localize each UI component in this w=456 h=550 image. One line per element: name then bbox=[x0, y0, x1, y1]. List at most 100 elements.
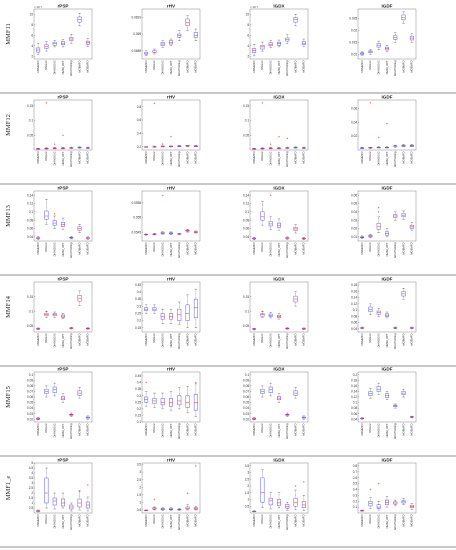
y-tick-label: 0.1 bbox=[353, 308, 358, 312]
category-label: OMNI_OPT bbox=[169, 423, 173, 437]
category-label: MO-PSOring bbox=[69, 242, 73, 258]
box bbox=[44, 44, 49, 49]
plot-frame bbox=[249, 462, 309, 514]
category-label: NSMMFO bbox=[144, 61, 148, 73]
y-tick-label: 0.03 bbox=[351, 218, 357, 222]
outlier-point bbox=[53, 213, 56, 215]
category-label: DN-NSGA2 bbox=[53, 151, 57, 165]
category-label: NSGA2 bbox=[152, 242, 156, 252]
box bbox=[260, 477, 265, 503]
panel-title: rPSP bbox=[58, 95, 69, 100]
category-label: MO-PSOring bbox=[177, 242, 181, 258]
y-tick-label: 0.04 bbox=[243, 406, 249, 410]
category-label: MOBMFO bbox=[401, 515, 405, 527]
box bbox=[193, 298, 198, 318]
y-tick-label: 2.5 bbox=[245, 477, 250, 481]
row-label: MMF1_e bbox=[5, 476, 12, 501]
y-tick-label: 3.5 bbox=[137, 463, 142, 467]
y-tick-label: 0.35 bbox=[135, 387, 141, 391]
category-label: MOBMFO bbox=[77, 334, 81, 346]
y-tick-label: 0.05 bbox=[351, 202, 357, 206]
outlier-point bbox=[145, 381, 148, 384]
category-label: OMNI_OPT bbox=[277, 514, 281, 528]
y-tick-label: 0.02 bbox=[243, 417, 249, 421]
panel-mmf13-rhv: rHV 0.0545 0.055 0.0555 NSMMFO NSGA2 DN-NSGA2 O… bbox=[131, 186, 201, 258]
box bbox=[185, 395, 190, 408]
panel-title: rHV bbox=[167, 277, 176, 282]
y-tick-label: 0.4 bbox=[137, 290, 142, 294]
category-label: NSMMFO bbox=[36, 243, 40, 255]
category-label: MO-PSOring bbox=[285, 242, 289, 258]
category-label: NSMMFO bbox=[252, 334, 256, 346]
row-label: MMF15 bbox=[5, 386, 12, 408]
y-tick-label: 0.04 bbox=[351, 327, 357, 331]
y-tick-label: 3 bbox=[31, 481, 33, 485]
category-label: NSGA2 bbox=[152, 60, 156, 70]
category-label: MOBMFO bbox=[77, 515, 81, 527]
panel-mmf11-igdf: IGDF 0.01 0.015 0.02 0.025 NSMMFO NSGA2 DN-NSGA… bbox=[349, 4, 417, 76]
outlier-point bbox=[45, 102, 48, 104]
category-label: MOEMFO bbox=[410, 61, 414, 73]
y-tick-label: 0.02 bbox=[351, 227, 357, 231]
y-tick-label: 0.3 bbox=[137, 394, 142, 398]
panel-mmf14-rhv: rHV 0.15 0.2 0.25 0.3 0.35 0.4 0.45 NSMMFO NSGA2 D… bbox=[135, 277, 201, 349]
category-label: MO-PSOring bbox=[69, 333, 73, 349]
outlier-point bbox=[153, 498, 156, 501]
box bbox=[376, 504, 381, 509]
outlier-point bbox=[369, 488, 372, 491]
category-label: MOBMFO bbox=[401, 334, 405, 346]
category-label: MOBMFO bbox=[401, 152, 405, 164]
panel-mmf12-rpsp: rPSP 0.05 0.1 0.15 NSMMFO NSGA2 DN-NSGA2 OMNI_O… bbox=[27, 95, 93, 167]
category-label: NSGA2 bbox=[260, 60, 264, 70]
y-tick-label: 0.0691 bbox=[131, 15, 141, 19]
category-label: MOEMFO bbox=[194, 424, 198, 436]
box bbox=[52, 497, 57, 506]
y-tick-label: 0.02 bbox=[351, 134, 357, 138]
outlier-point bbox=[45, 310, 48, 313]
panel-title: IGDF bbox=[382, 277, 393, 282]
y-tick-label: 0.01 bbox=[351, 235, 357, 239]
y-tick-label: 0.16 bbox=[351, 384, 357, 388]
panel-mmf14-igdf: IGDF 0.04 0.06 0.08 0.1 0.12 0.14 0.16 0.18 NSMMF… bbox=[351, 277, 417, 349]
y-tick-label: 0.14 bbox=[27, 193, 33, 197]
category-label: NSGA2 bbox=[152, 333, 156, 343]
y-tick-label: 1.5 bbox=[137, 493, 142, 497]
category-label: NSMMFO bbox=[252, 515, 256, 527]
y-tick-label: 10 bbox=[246, 12, 250, 16]
plot-frame bbox=[141, 99, 201, 151]
axis-exponent: × 10⁻³ bbox=[34, 5, 42, 9]
y-tick-label: 8 bbox=[247, 23, 249, 27]
plot-frame bbox=[33, 190, 93, 242]
category-label: NSGA2 bbox=[44, 60, 48, 70]
category-label: MOEMFO bbox=[86, 515, 90, 527]
panel-title: rPSP bbox=[58, 186, 69, 191]
y-tick-label: 0.3 bbox=[353, 493, 358, 497]
category-label: MOBMFO bbox=[77, 152, 81, 164]
y-tick-label: 0.5 bbox=[137, 508, 142, 512]
outlier-point bbox=[278, 135, 280, 138]
plot-frame bbox=[33, 99, 93, 151]
outlier-point bbox=[269, 194, 272, 197]
category-label: MOEMFO bbox=[410, 243, 414, 255]
category-label: NSMMFO bbox=[144, 424, 148, 436]
plot-frame bbox=[249, 8, 309, 60]
y-tick-label: 0.12 bbox=[351, 395, 357, 399]
panel-title: rPSP bbox=[58, 4, 69, 9]
y-tick-label: 0.05 bbox=[27, 133, 33, 137]
y-tick-label: 0.25 bbox=[135, 400, 141, 404]
outlier-point bbox=[261, 102, 264, 104]
category-label: MO-PSOring bbox=[285, 514, 289, 530]
category-label: OMNI_OPT bbox=[169, 333, 173, 347]
y-tick-label: 0.0689 bbox=[131, 49, 141, 53]
panel-title: rPSP bbox=[58, 458, 69, 463]
category-label: MOEMFO bbox=[194, 61, 198, 73]
y-tick-label: 0.1 bbox=[29, 373, 34, 377]
category-label: DN-NSGA2 bbox=[269, 514, 273, 528]
plot-frame bbox=[357, 99, 417, 151]
y-tick-label: 6 bbox=[31, 33, 33, 37]
plot-frame bbox=[249, 371, 309, 423]
y-tick-label: 0.4 bbox=[353, 488, 358, 492]
y-tick-label: 1.5 bbox=[29, 496, 34, 500]
category-label: MOBMFO bbox=[293, 515, 297, 527]
category-label: NSGA2 bbox=[44, 514, 48, 524]
